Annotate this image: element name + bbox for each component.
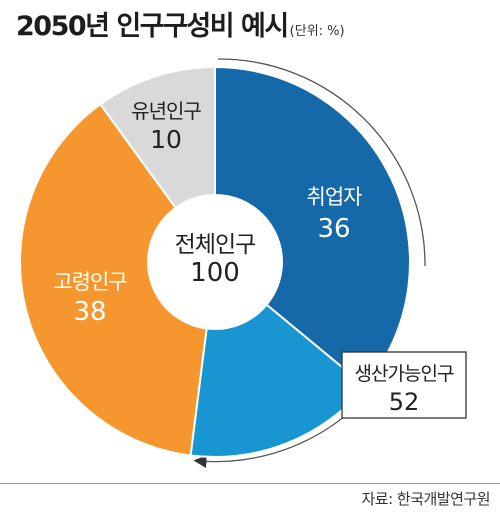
chart-title-text: 2050년 인구구성비 예시 <box>16 11 289 42</box>
slice-label-youth: 유년인구 <box>131 99 201 123</box>
working-age-bracket-arc <box>217 58 426 267</box>
unit-label: (단위: %) <box>289 24 345 39</box>
slice-value-youth: 10 <box>150 125 182 154</box>
working-age-callout-label: 생산가능인구 <box>355 363 454 385</box>
donut-hole <box>147 194 283 330</box>
slice-label-employed: 취업자 <box>307 185 363 209</box>
source-note: 자료: 한국개발연구원 <box>361 490 490 508</box>
slice-value-elderly: 38 <box>73 297 106 327</box>
working-age-callout-box <box>341 351 467 419</box>
footer-rule <box>0 483 500 484</box>
pie-slice-0 <box>214 65 411 388</box>
center-label: 전체인구 <box>175 232 256 258</box>
center-value: 100 <box>190 258 240 288</box>
pie-slice-2 <box>19 102 217 457</box>
slice-value-employed: 36 <box>317 214 350 244</box>
chart-title: 2050년 인구구성비 예시 (단위: %) <box>16 4 345 43</box>
donut-chart: 전체인구 100 취업자 36 고령인구 38 유년인구 10 생산가능인구 5… <box>19 58 467 468</box>
working-age-callout-value: 52 <box>389 388 420 416</box>
slice-label-elderly: 고령인구 <box>53 270 127 294</box>
